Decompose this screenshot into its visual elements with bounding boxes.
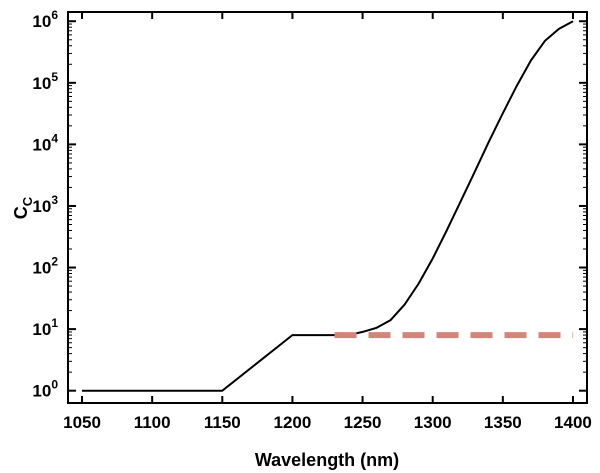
y-tick-label: 100 <box>32 378 58 401</box>
y-tick-label: 102 <box>32 255 58 278</box>
x-axis-ticks: 1050 1100 1150 1200 1250 1300 1350 1400 <box>63 12 592 432</box>
x-tick-label: 1250 <box>344 413 382 432</box>
y-tick-label: 106 <box>32 8 58 31</box>
y-tick-label: 103 <box>32 193 58 216</box>
y-axis-title-subscript: C <box>20 196 35 206</box>
x-tick-label: 1150 <box>204 413 241 432</box>
y-tick-label: 101 <box>32 316 58 339</box>
y-axis-ticks: 100 101 102 103 104 105 106 <box>32 8 587 401</box>
plot-frame <box>67 11 588 404</box>
x-tick-label: 1400 <box>554 413 592 432</box>
x-tick-label: 1300 <box>414 413 452 432</box>
y-axis-title: CC <box>11 196 35 219</box>
y-tick-label: 104 <box>32 131 58 154</box>
x-tick-label: 1100 <box>134 413 171 432</box>
x-tick-label: 1350 <box>484 413 522 432</box>
x-tick-label: 1050 <box>63 413 101 432</box>
y-tick-label: 105 <box>32 70 58 93</box>
series-layer <box>82 20 574 392</box>
x-axis-title: Wavelength (nm) <box>255 450 399 470</box>
x-tick-label: 1200 <box>274 413 312 432</box>
series-solid-line <box>82 20 574 392</box>
y-axis-title-main: C <box>11 206 31 219</box>
